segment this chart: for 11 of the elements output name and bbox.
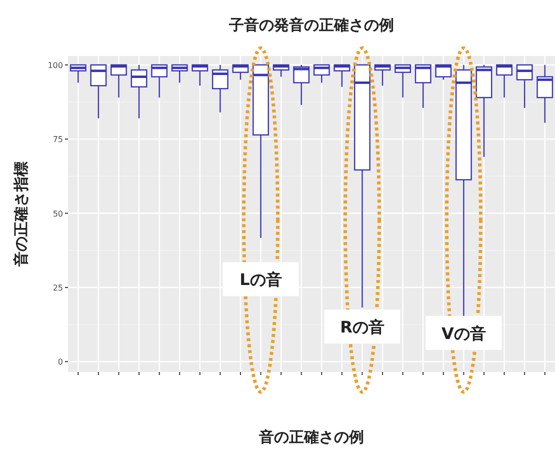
y-tick-label: 0 bbox=[58, 358, 63, 367]
y-tick-label: 100 bbox=[48, 60, 63, 70]
y-tick-label: 25 bbox=[52, 283, 63, 292]
y-tick-label: 75 bbox=[52, 135, 63, 144]
chart-title: 子音の発音の正確さの例 bbox=[228, 16, 394, 34]
annotation: Vの音 bbox=[441, 324, 486, 343]
y-tick-label: 50 bbox=[52, 209, 63, 218]
y-axis-title: 音の正確さ指標 bbox=[12, 162, 30, 268]
annotation: Lの音 bbox=[240, 270, 282, 290]
annotation: Rの音 bbox=[340, 318, 384, 337]
x-axis-title: 音の正確さの例 bbox=[258, 428, 364, 446]
